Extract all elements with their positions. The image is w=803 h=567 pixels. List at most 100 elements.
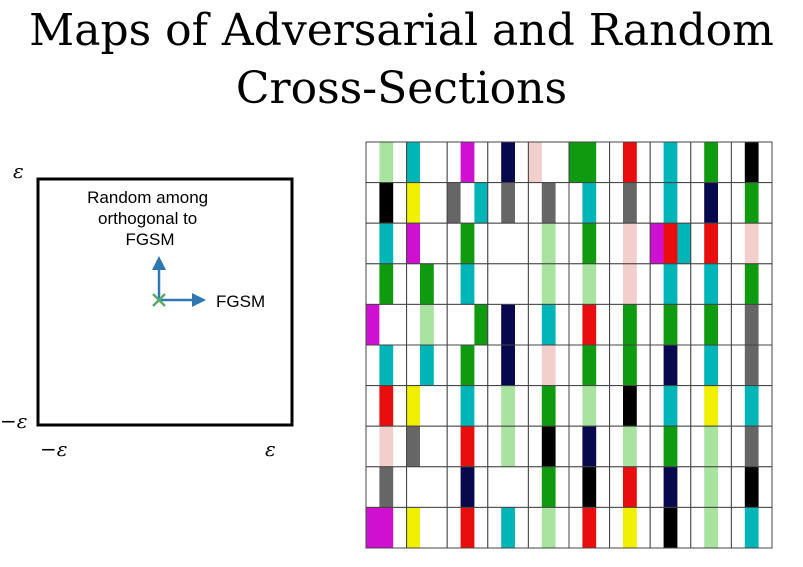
map-cell-band (650, 507, 664, 548)
map-cell-band (501, 345, 516, 386)
map-cell-band (366, 466, 380, 508)
map-cell-band (582, 507, 597, 548)
map-cell-band (555, 304, 570, 345)
map-cell-band (555, 385, 570, 427)
map-cell-band (487, 507, 502, 548)
map-cell-band (569, 142, 583, 183)
map-cell-band (731, 223, 746, 264)
random-direction-label-line-1: Random among (87, 188, 208, 207)
map-cell (609, 466, 651, 508)
map-cell (690, 425, 732, 468)
map-cell-band (420, 466, 435, 508)
map-cell-band (663, 142, 678, 183)
map-cell-band (690, 182, 705, 224)
map-cell-band (420, 385, 435, 427)
map-cell-band (650, 345, 664, 386)
map-cell-band (609, 466, 624, 508)
map-cell (730, 425, 773, 468)
map-cell-band (718, 223, 732, 264)
map-cell-band (609, 263, 624, 305)
map-cell-band (569, 507, 583, 548)
x-axis-min-label: −ε (40, 437, 68, 461)
map-cell-band (379, 304, 394, 345)
map-cell (609, 385, 651, 427)
map-cell-band (623, 304, 638, 345)
map-cell-band (744, 263, 759, 305)
map-cell-band (744, 426, 759, 467)
map-cell (365, 303, 408, 346)
map-cell-band (690, 223, 705, 264)
map-cell-band (650, 385, 664, 427)
map-cell-band (366, 385, 380, 427)
map-cell (730, 222, 773, 265)
map-cell-band (623, 466, 638, 508)
map-cell-band (636, 223, 651, 264)
map-cell-band (528, 385, 543, 427)
map-cell-band (366, 426, 380, 467)
map-cell-band (420, 507, 435, 548)
map-cell-band (650, 223, 664, 264)
map-cell-band (650, 263, 664, 305)
map-cell-band (379, 507, 394, 548)
map-cell (568, 222, 611, 265)
map-cell-band (623, 263, 638, 305)
map-cell-band (569, 466, 583, 508)
map-cell-band (366, 142, 380, 183)
map-cell-band (487, 142, 502, 183)
map-cell-band (555, 507, 570, 548)
y-axis-max-label: ε (13, 159, 24, 183)
y-axis-min-label: −ε (0, 409, 28, 433)
map-cell-band (420, 345, 435, 386)
map-cell-band (433, 142, 448, 183)
map-cell-band (650, 304, 664, 345)
map-cell (446, 263, 489, 305)
map-cell-band (663, 426, 678, 467)
map-cell-band (366, 304, 380, 345)
map-cell-band (636, 426, 651, 467)
map-cell-band (731, 142, 746, 183)
map-cell (649, 141, 692, 184)
map-cell-band (677, 385, 692, 427)
map-cell-band (582, 385, 597, 427)
map-cell-band (609, 182, 624, 224)
map-cell-band (460, 466, 475, 508)
map-cell-band (623, 426, 638, 467)
x-axis-max-label: ε (265, 437, 276, 461)
map-cell (487, 303, 529, 346)
map-cell (730, 466, 773, 508)
map-cell (730, 182, 773, 224)
map-cell-band (663, 263, 678, 305)
map-cell (730, 303, 773, 346)
map-cell-band (555, 142, 570, 183)
map-cell-band (366, 223, 380, 264)
map-cell (649, 182, 692, 224)
map-cell-band (758, 263, 773, 305)
map-cell-band (677, 426, 692, 467)
map-cell (609, 506, 651, 549)
map-cell-band (487, 385, 502, 427)
map-cell-band (663, 304, 678, 345)
map-cell-band (366, 182, 380, 224)
map-cell-band (677, 263, 692, 305)
title-line-2: Cross-Sections (235, 63, 568, 114)
map-cell-band (487, 345, 502, 386)
map-cell-band (650, 426, 664, 467)
map-cell-band (501, 263, 516, 305)
map-cell-band (704, 385, 719, 427)
map-cell (609, 425, 651, 468)
map-cell-band (569, 304, 583, 345)
map-cell-band (609, 385, 624, 427)
map-cell (365, 344, 408, 387)
map-cell (487, 506, 529, 549)
map-cell-band (433, 345, 448, 386)
map-cell-band (623, 182, 638, 224)
map-cell-band (541, 426, 556, 467)
map-cell-band (569, 223, 583, 264)
map-cell (609, 182, 651, 224)
map-cell (365, 466, 408, 508)
map-cell-band (406, 263, 421, 305)
map-cell (487, 141, 529, 184)
map-cell-band (744, 345, 759, 386)
map-cell (446, 385, 489, 427)
map-cell-band (744, 507, 759, 548)
